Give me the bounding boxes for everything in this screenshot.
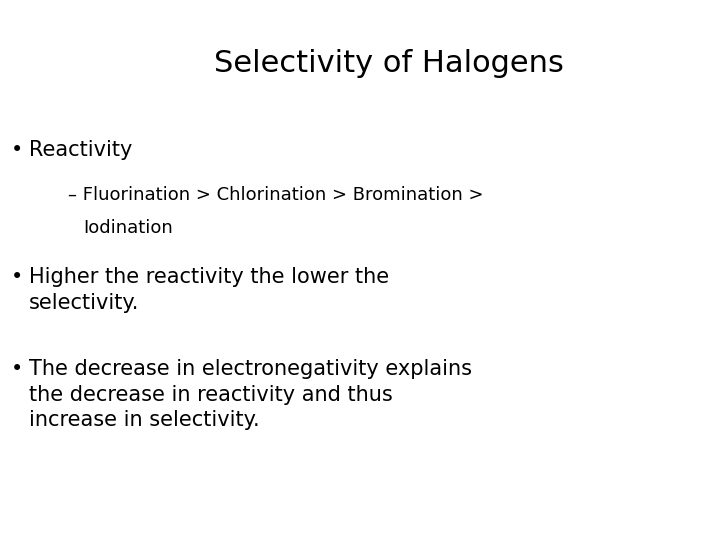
Text: •: • (11, 359, 23, 379)
Text: Selectivity of Halogens: Selectivity of Halogens (214, 49, 564, 78)
Text: The decrease in electronegativity explains
the decrease in reactivity and thus
i: The decrease in electronegativity explai… (29, 359, 472, 430)
Text: Reactivity: Reactivity (29, 140, 132, 160)
Text: Higher the reactivity the lower the
selectivity.: Higher the reactivity the lower the sele… (29, 267, 389, 313)
Text: •: • (11, 140, 23, 160)
Text: Iodination: Iodination (83, 219, 173, 237)
Text: •: • (11, 267, 23, 287)
Text: – Fluorination > Chlorination > Bromination >: – Fluorination > Chlorination > Brominat… (68, 186, 484, 204)
